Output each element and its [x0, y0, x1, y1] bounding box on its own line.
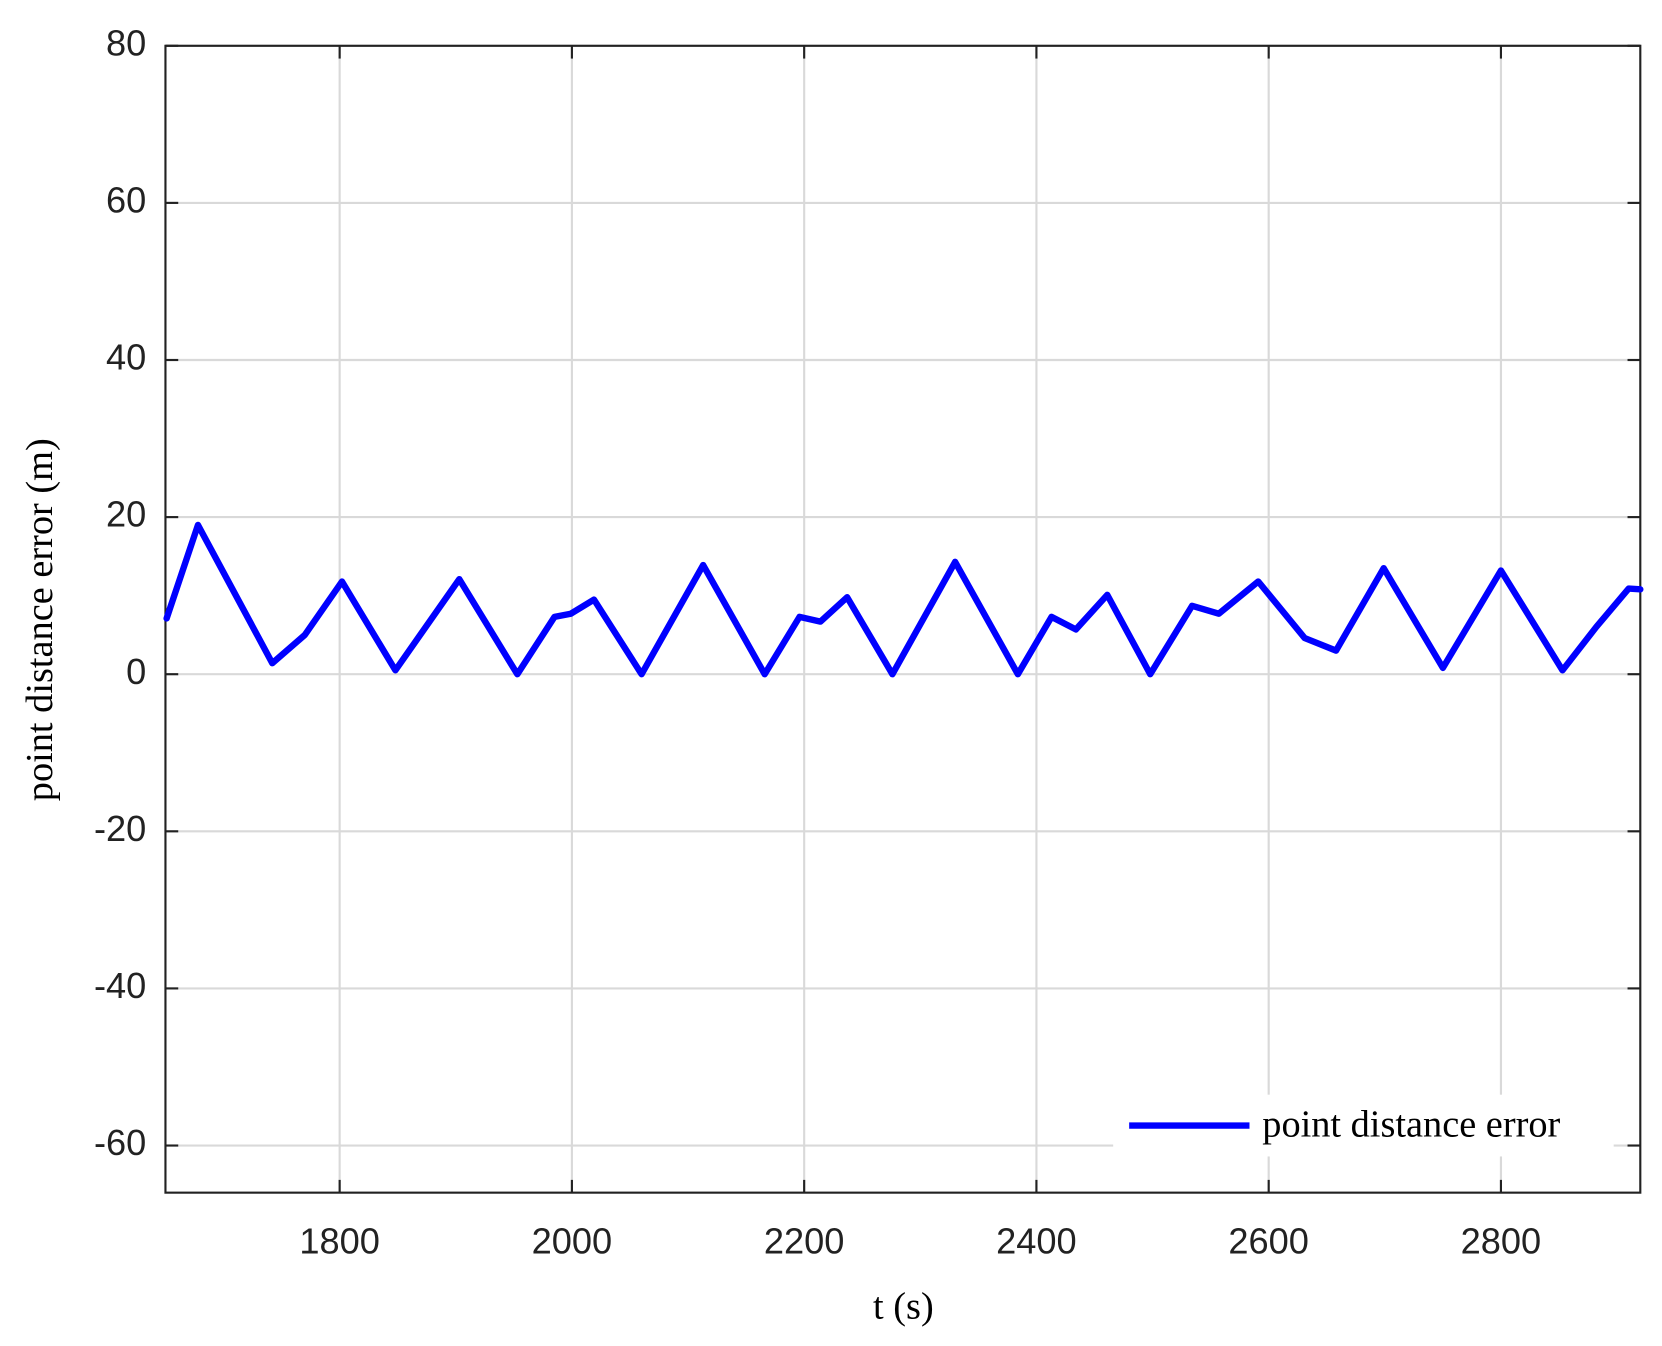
data-line	[163, 521, 1644, 678]
y-tick-label: -60	[94, 1122, 146, 1163]
legend-label: point distance error	[1262, 1103, 1560, 1145]
y-tick-label: 40	[106, 337, 146, 378]
y-tick-label: -40	[94, 965, 146, 1006]
x-tick-label: 2800	[1461, 1220, 1542, 1261]
x-tick-label: 2400	[996, 1220, 1077, 1261]
y-tick-label: 20	[106, 494, 146, 535]
x-tick-label: 2200	[764, 1220, 845, 1261]
plot-frame	[164, 44, 1642, 1194]
x-tick-label: 1800	[299, 1220, 380, 1261]
y-axis-label: point distance error (m)	[19, 438, 61, 801]
y-tick-label: 60	[106, 179, 146, 220]
x-axis-label: t (s)	[873, 1286, 934, 1328]
y-tick-label: 80	[106, 22, 146, 63]
y-tick-label: 0	[126, 651, 146, 692]
x-tick-label: 2600	[1228, 1220, 1309, 1261]
y-tick-label: -20	[94, 808, 146, 849]
x-tick-label: 2000	[532, 1220, 613, 1261]
